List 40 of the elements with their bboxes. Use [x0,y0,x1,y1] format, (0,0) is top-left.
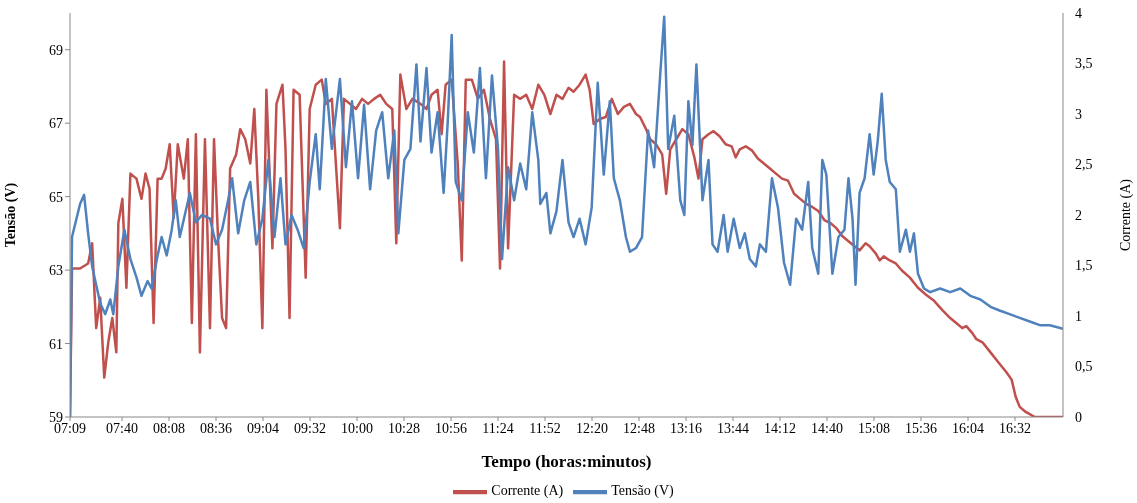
y-tick-label: 61 [49,336,63,352]
y2-tick-label: 2,5 [1075,157,1093,173]
x-tick-label: 13:16 [670,420,702,436]
x-tick-label: 14:12 [764,420,796,436]
y-axis-title: Tensão (V) [2,182,19,248]
y2-tick-label: 2 [1075,207,1082,223]
y2-tick-label: 4 [1075,5,1082,21]
x-tick-label: 09:04 [247,420,279,436]
x-tick-label: 10:28 [388,420,420,436]
x-tick-label: 15:08 [858,420,890,436]
x-tick-label: 11:52 [529,420,561,436]
legend-label: Tensão (V) [611,483,674,499]
x-tick-label: 16:04 [952,420,984,436]
y2-tick-label: 1,5 [1075,258,1093,274]
y2-axis-title: Corrente (A) [1117,178,1134,251]
y2-tick-label: 0,5 [1075,359,1093,375]
x-axis-title: Tempo (horas:minutos) [481,452,652,471]
x-tick-label: 07:40 [106,420,138,436]
y2-tick-label: 3,5 [1075,56,1093,72]
x-tick-label: 09:32 [294,420,326,436]
legend-label: Corrente (A) [491,483,564,499]
y-tick-label: 59 [49,409,63,425]
x-tick-label: 10:56 [435,420,467,436]
y-tick-label: 69 [49,42,63,58]
x-tick-label: 12:20 [576,420,608,436]
y-tick-label: 65 [49,189,63,205]
x-tick-label: 10:00 [341,420,373,436]
x-tick-label: 13:44 [717,420,749,436]
y2-tick-label: 0 [1075,409,1082,425]
x-tick-label: 08:08 [153,420,185,436]
x-tick-label: 14:40 [811,420,843,436]
x-tick-label: 11:24 [482,420,514,436]
x-tick-label: 16:32 [999,420,1031,436]
y-tick-label: 67 [49,116,63,132]
y-tick-label: 63 [49,263,63,279]
y2-tick-label: 3 [1075,106,1082,122]
y2-tick-label: 1 [1075,308,1082,324]
x-tick-label: 08:36 [200,420,232,436]
x-tick-label: 15:36 [905,420,937,436]
x-tick-label: 12:48 [623,420,655,436]
